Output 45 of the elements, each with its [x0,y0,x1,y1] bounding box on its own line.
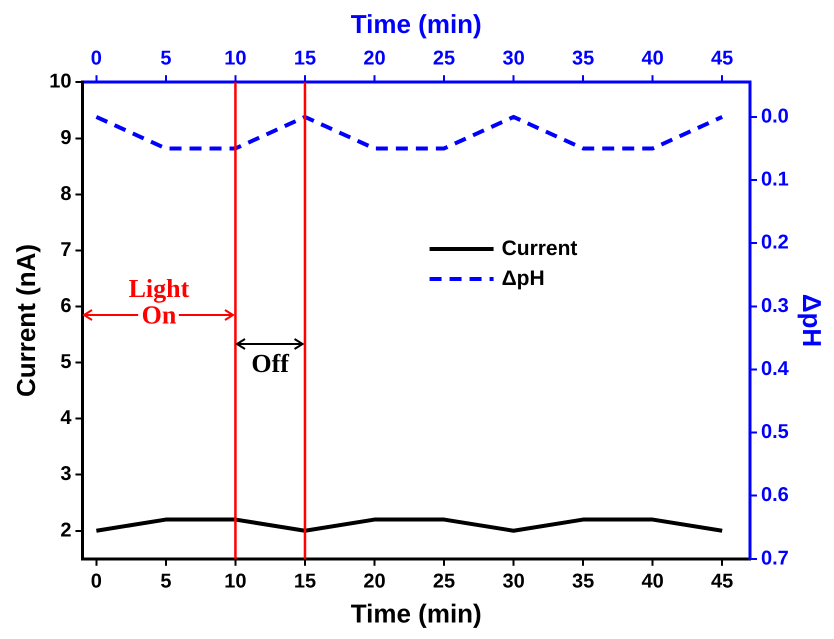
y2-tick-label: 0.6 [760,484,789,506]
y2-tick-label: 0.3 [760,294,789,317]
x2-tick-label: 45 [711,48,734,70]
y2-tick-label: 0.5 [760,421,789,444]
x2-tick-label: 5 [160,48,172,70]
x-tick-label: 45 [711,570,734,592]
y2-tick-label: 0.7 [760,547,789,570]
x-tick-label: 25 [432,570,456,592]
y-tick-label: 9 [60,126,72,149]
x-tick-label: 0 [90,570,102,592]
x2-tick-label: 30 [502,48,525,70]
x-tick-label: 10 [224,570,247,592]
y2-tick-label: 0.4 [760,358,790,380]
x2-tick-label: 25 [432,48,456,70]
x-tick-label: 40 [642,570,664,592]
legend-label: Current [502,236,578,260]
x2-tick-label: 0 [90,48,102,70]
y2-axis-title: ΔpH [797,294,828,348]
y-tick-label: 3 [60,463,72,486]
x2-tick-label: 20 [363,48,386,70]
y-tick-label: 2 [60,519,72,542]
y2-tick-label: 0.0 [760,105,789,128]
y-tick-label: 6 [60,295,72,317]
x-tick-label: 5 [160,570,172,592]
y-axis-title: Current (nA) [10,244,41,398]
x2-tick-label: 40 [642,48,664,70]
y2-tick-label: 0.2 [760,232,789,254]
y2-tick-label: 0.1 [760,168,789,191]
x-axis-title: Time (min) [350,598,482,629]
y-tick-label: 8 [60,182,72,205]
y-tick-label: 7 [60,238,72,261]
x-tick-label: 20 [363,570,386,592]
x-tick-label: 15 [294,570,316,592]
x-tick-label: 35 [572,570,594,592]
annotation: Light On [128,274,190,330]
x2-tick-label: 10 [224,48,247,70]
x-tick-label: 30 [502,570,525,592]
y-tick-label: 5 [60,351,72,374]
y-tick-label: 10 [49,70,72,93]
y-tick-label: 4 [60,407,72,430]
x2-tick-label: 35 [572,48,594,70]
x2-tick-label: 15 [294,48,316,70]
annotation: Off [251,349,290,378]
legend-label: ΔpH [502,266,545,290]
x2-axis-title: Time (min) [350,8,482,39]
